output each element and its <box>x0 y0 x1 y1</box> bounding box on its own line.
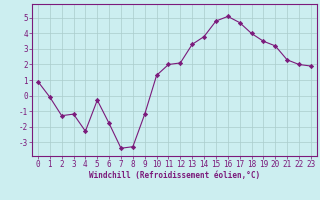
X-axis label: Windchill (Refroidissement éolien,°C): Windchill (Refroidissement éolien,°C) <box>89 171 260 180</box>
